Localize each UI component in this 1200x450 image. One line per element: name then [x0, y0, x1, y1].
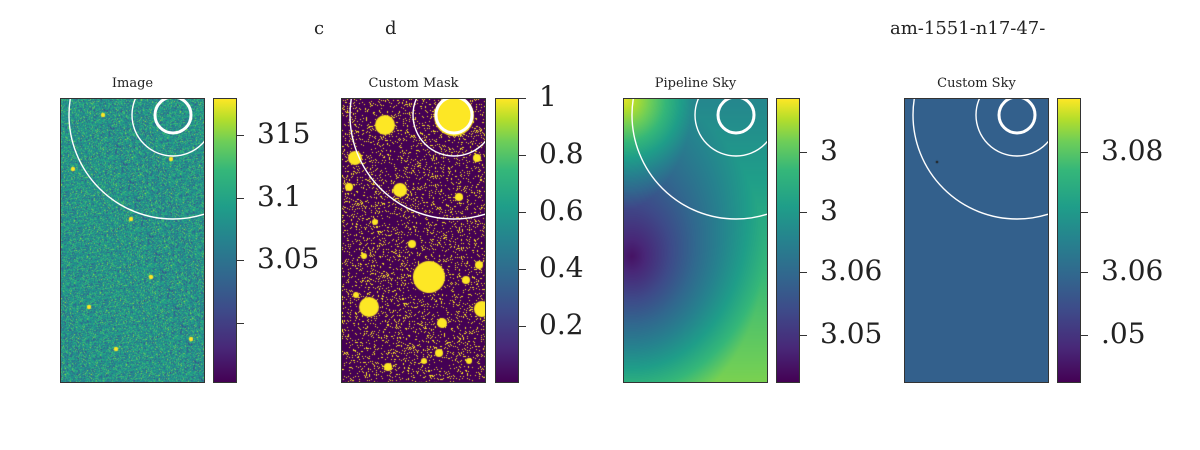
custom-mask-colorbar-tick-label: 0.2	[539, 308, 584, 341]
custom-sky-colorbar-tick	[1081, 152, 1088, 154]
pipeline-sky-colorbar-tick-label: 3.06	[820, 253, 883, 287]
image-colorbar-tick-label: 3.05	[257, 242, 320, 276]
custom-sky-aperture-middle-ring	[975, 99, 1048, 157]
custom-mask-panel: Custom Mask	[341, 76, 486, 383]
custom-mask-colorbar-tick	[519, 269, 526, 270]
pipeline-sky-colorbar-tick-label: 3	[820, 134, 838, 168]
pipeline-sky-panel-title: Pipeline Sky	[654, 76, 737, 91]
custom-sky-aperture-overlay	[912, 99, 1048, 220]
pipeline-sky-aperture-overlay	[631, 99, 767, 220]
pipeline-sky-colorbar-tick	[800, 152, 807, 154]
custom-mask-aperture-inner-ring	[434, 99, 474, 135]
custom-sky-colorbar-tick-label: 3.08	[1101, 134, 1164, 168]
custom-mask-colorbar-tick	[519, 98, 526, 99]
object-name-title: am-1551-n17-47-	[890, 18, 1046, 39]
custom-sky-colorbar-tick-label: 3.06	[1101, 253, 1164, 287]
custom-sky-aperture-inner-ring	[997, 99, 1037, 135]
custom-sky-heatmap	[904, 98, 1049, 383]
image-heatmap-canvas	[61, 99, 204, 382]
custom-mask-panel-title: Custom Mask	[368, 76, 459, 91]
pipeline-sky-colorbar-tick-label: 3.05	[820, 316, 883, 350]
image-aperture-overlay	[68, 99, 204, 220]
pipeline-sky-heatmap	[623, 98, 768, 383]
custom-mask-colorbar	[495, 98, 519, 383]
custom-sky-panel: Custom Sky	[904, 76, 1049, 383]
custom-sky-colorbar-tick	[1081, 271, 1088, 273]
custom-sky-colorbar-tick-label: .05	[1101, 316, 1146, 350]
custom-mask-colorbar-tick-label: 0.6	[539, 194, 584, 227]
custom-sky-colorbar-tick	[1081, 212, 1088, 213]
custom-mask-aperture-middle-ring	[412, 99, 485, 157]
image-colorbar-tick-label: 315	[257, 117, 311, 151]
pipeline-sky-colorbar-tick	[800, 334, 807, 336]
pipeline-sky-aperture-outer-ring	[631, 99, 767, 220]
image-aperture-outer-ring	[68, 99, 204, 220]
image-colorbar-tick	[237, 323, 244, 325]
custom-mask-canvas	[342, 99, 485, 382]
image-colorbar	[213, 98, 237, 383]
custom-mask-colorbar-tick-label: 1	[539, 80, 557, 113]
image-panel-title: Image	[111, 76, 154, 91]
pipeline-sky-aperture-middle-ring	[694, 99, 767, 157]
figure-label-c: c	[314, 18, 325, 39]
pipeline-sky-colorbar-tick	[800, 212, 807, 213]
image-heatmap	[60, 98, 205, 383]
custom-sky-canvas	[905, 99, 1048, 382]
custom-mask-colorbar-tick-label: 0.4	[539, 251, 584, 284]
pipeline-sky-aperture-inner-ring	[716, 99, 756, 135]
figure-label-d: d	[385, 18, 397, 39]
custom-sky-colorbar	[1057, 98, 1081, 383]
custom-sky-aperture-outer-ring	[912, 99, 1048, 220]
image-colorbar-tick	[237, 260, 244, 262]
custom-mask-colorbar-tick	[519, 212, 526, 213]
image-panel: Image	[60, 76, 205, 383]
custom-sky-colorbar-tick	[1081, 334, 1088, 336]
pipeline-sky-panel: Pipeline Sky	[623, 76, 768, 383]
image-colorbar-tick	[237, 135, 244, 137]
pipeline-sky-colorbar	[776, 98, 800, 383]
custom-mask-colorbar-tick	[519, 326, 526, 327]
image-colorbar-tick	[237, 197, 244, 199]
image-colorbar-tick-label: 3.1	[257, 179, 302, 213]
custom-mask-heatmap	[341, 98, 486, 383]
custom-mask-aperture-overlay	[349, 99, 485, 220]
image-aperture-inner-ring	[153, 99, 193, 135]
image-aperture-middle-ring	[131, 99, 204, 157]
custom-mask-colorbar-tick-label: 0.8	[539, 137, 584, 170]
pipeline-sky-colorbar-tick	[800, 271, 807, 273]
custom-mask-colorbar-tick	[519, 155, 526, 156]
custom-sky-panel-title: Custom Sky	[937, 76, 1016, 91]
custom-mask-aperture-outer-ring	[349, 99, 485, 220]
pipeline-sky-colorbar-tick-label: 3	[820, 194, 838, 227]
pipeline-sky-canvas	[624, 99, 767, 382]
